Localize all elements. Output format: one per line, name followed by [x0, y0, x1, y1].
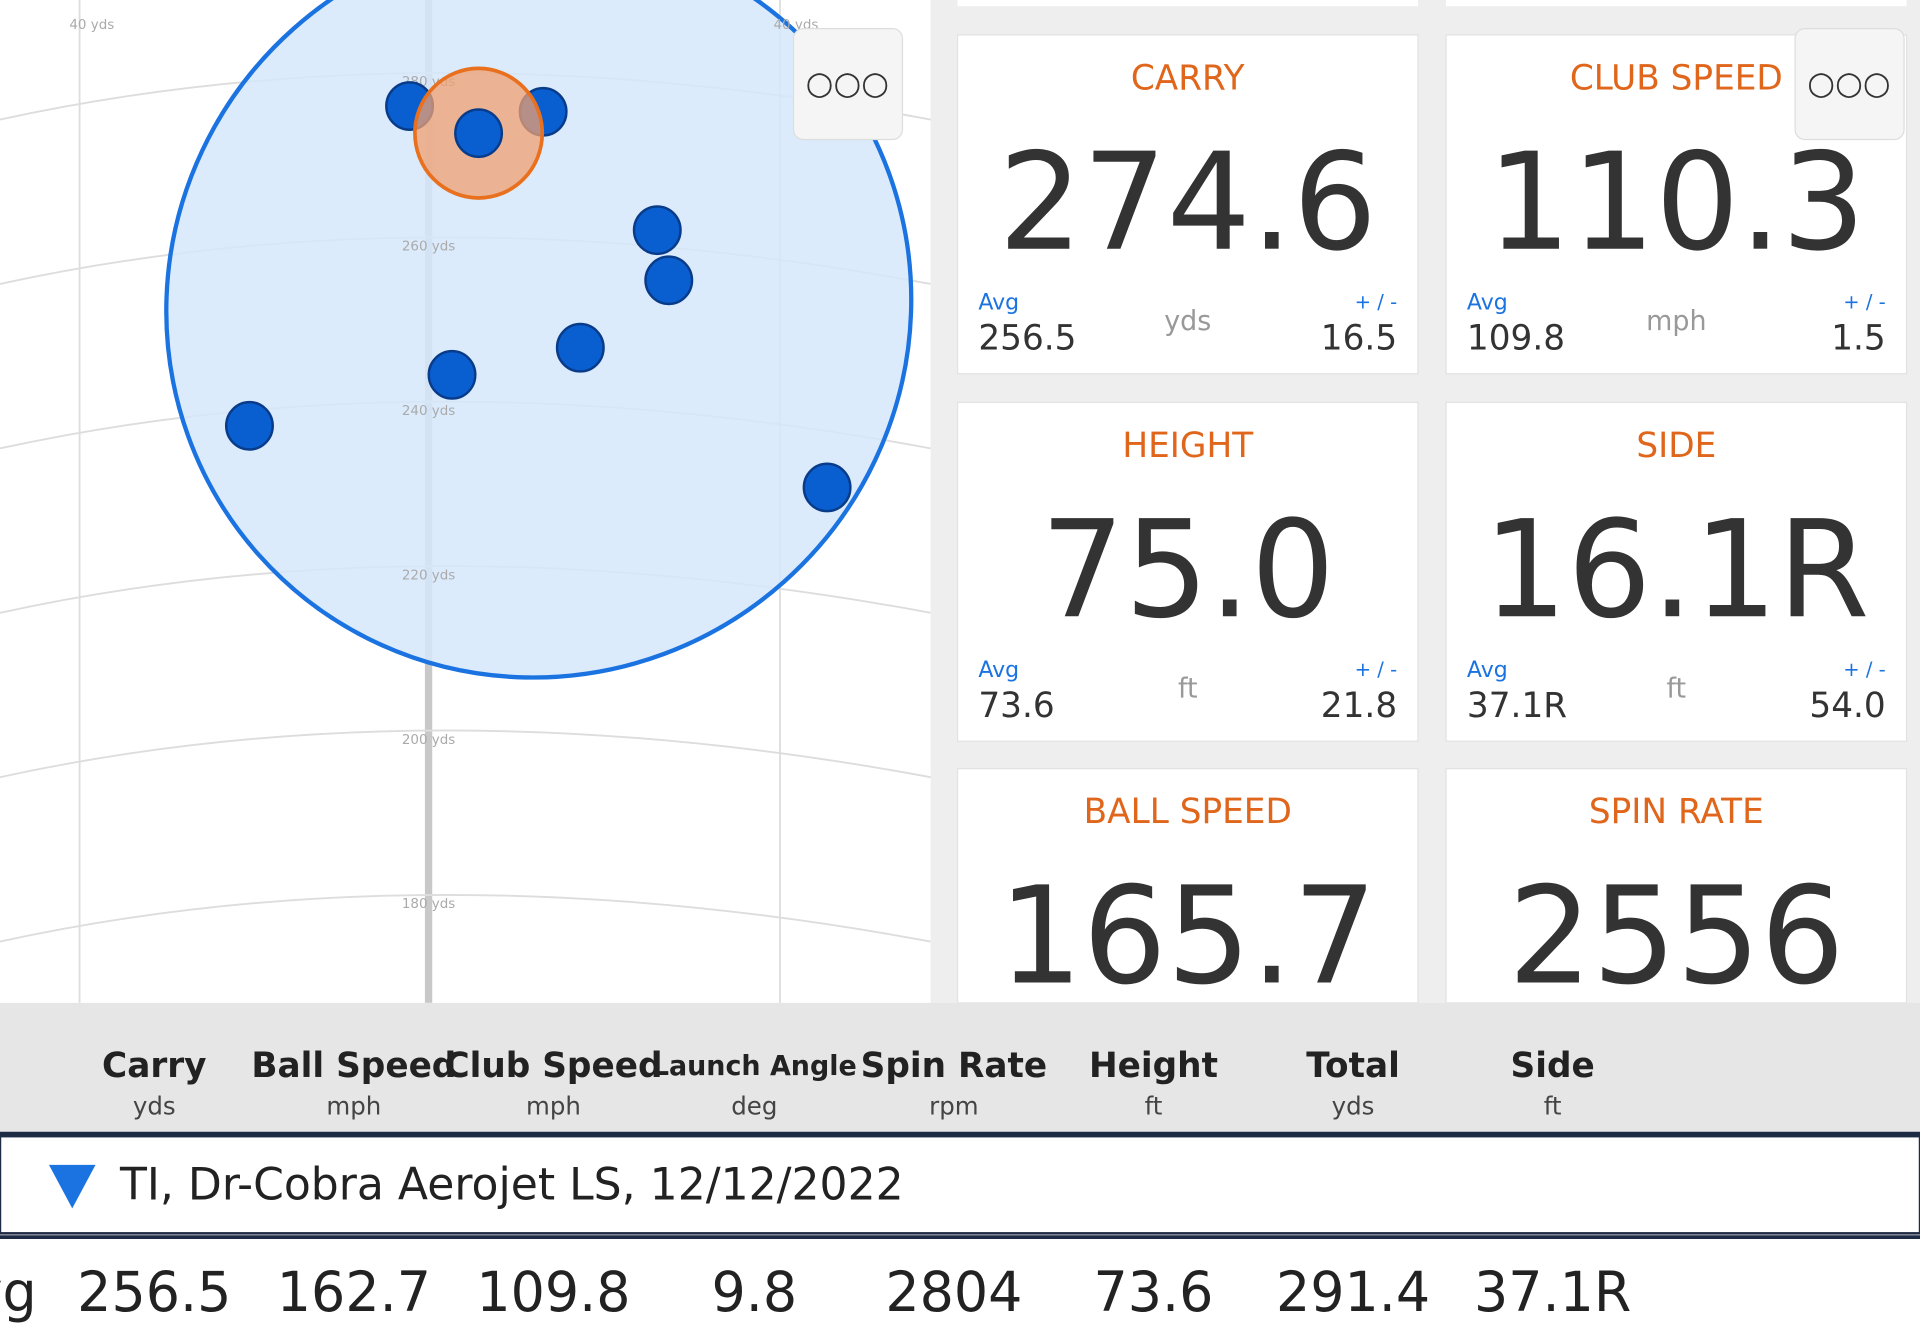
avg-cell: 109.8 — [476, 1260, 630, 1324]
card — [1446, 0, 1907, 7]
card — [1445, 768, 1908, 1004]
card-title: SIDE — [1636, 426, 1716, 466]
card — [956, 34, 1419, 375]
shot-point[interactable] — [454, 108, 504, 159]
column-unit: ft — [1145, 1091, 1163, 1120]
unit: yds — [1164, 306, 1211, 337]
avg-cell: 2804 — [885, 1260, 1022, 1324]
avg-cell: 73.6 — [1094, 1260, 1214, 1324]
unit: mph — [1646, 306, 1706, 337]
card-title: HEIGHT — [1122, 426, 1254, 466]
card-title: BALL SPEED — [1084, 792, 1292, 832]
card — [956, 401, 1419, 742]
card-value: 110.3 — [1487, 125, 1866, 281]
shot-point[interactable] — [632, 205, 682, 256]
pm-value: 1.5 — [1831, 318, 1886, 358]
column-unit: rpm — [929, 1091, 978, 1120]
column-unit: yds — [133, 1091, 176, 1120]
unit: ft — [1178, 674, 1198, 705]
range-label: 220 yds — [402, 567, 456, 583]
shot-point[interactable] — [427, 349, 477, 400]
avg-label: Avg — [1467, 289, 1508, 315]
avg-label: Avg — [0, 1260, 37, 1324]
pm-value: 16.5 — [1321, 318, 1397, 358]
avg-value: 37.1R — [1467, 686, 1567, 726]
pm-value: 21.8 — [1321, 686, 1397, 726]
column-unit: mph — [326, 1091, 381, 1120]
card-title: CARRY — [1131, 58, 1246, 98]
card — [957, 0, 1418, 7]
range-label: 180 yds — [402, 896, 456, 912]
column-name: Total — [1306, 1046, 1400, 1086]
avg-cell: 9.8 — [711, 1260, 797, 1324]
menu-button[interactable] — [792, 28, 904, 141]
shot-point[interactable] — [224, 400, 274, 451]
avg-cell: 256.5 — [77, 1260, 231, 1324]
table-header — [0, 1002, 1920, 1134]
avg-label: Avg — [1467, 657, 1508, 683]
menu-icon[interactable]: ○○○ — [1807, 64, 1890, 102]
avg-cell: 291.4 — [1276, 1260, 1430, 1324]
avg-label: Avg — [978, 289, 1019, 315]
column-unit: deg — [731, 1091, 777, 1120]
dispersion-ellipse — [164, 0, 914, 680]
pm-label: + / - — [1843, 290, 1886, 313]
column-unit: yds — [1332, 1091, 1375, 1120]
side-label: 40 yds — [69, 17, 114, 33]
collapse-icon[interactable] — [48, 1164, 96, 1209]
menu-icon[interactable]: ○○○ — [806, 64, 889, 102]
card-value: 75.0 — [1041, 492, 1335, 648]
column-name: Carry — [102, 1046, 206, 1086]
range-label: 260 yds — [402, 239, 456, 255]
range-label: 240 yds — [402, 403, 456, 419]
shot-point[interactable] — [644, 255, 694, 306]
shot-point[interactable] — [555, 322, 605, 373]
group-row[interactable] — [0, 1134, 1920, 1235]
menu-button[interactable] — [1794, 28, 1905, 141]
card-value: 2556 — [1508, 858, 1845, 1014]
column-name: Launch Angle — [652, 1051, 857, 1082]
column-unit: mph — [526, 1091, 581, 1120]
card-title: SPIN RATE — [1589, 792, 1764, 832]
avg-value: 109.8 — [1467, 318, 1565, 358]
column-unit: ft — [1544, 1091, 1562, 1120]
avg-value: 256.5 — [978, 318, 1076, 358]
range-arc — [0, 729, 931, 779]
avg-value: 73.6 — [978, 686, 1054, 726]
card-value: 16.1R — [1483, 492, 1869, 648]
column-name: Ball Speed — [251, 1046, 456, 1086]
group-label: TI, Dr-Cobra Aerojet LS, 12/12/2022 — [119, 1159, 904, 1210]
range-label: 200 yds — [402, 732, 456, 748]
range-arc — [0, 893, 931, 943]
column-name: Height — [1089, 1046, 1218, 1086]
column-name: Club Speed — [444, 1046, 662, 1086]
column-name: Spin Rate — [861, 1046, 1047, 1086]
card-value: 274.6 — [998, 125, 1377, 281]
unit: ft — [1667, 674, 1687, 705]
card-value: 165.7 — [998, 858, 1377, 1014]
card — [1445, 401, 1908, 742]
card-title: CLUB SPEED — [1570, 58, 1783, 98]
avg-cell: 37.1R — [1474, 1260, 1631, 1324]
pm-label: + / - — [1843, 658, 1886, 681]
shot-point[interactable] — [802, 462, 852, 513]
avg-label: Avg — [978, 657, 1019, 683]
pm-value: 54.0 — [1809, 686, 1885, 726]
avg-cell: 162.7 — [277, 1260, 431, 1324]
pm-label: + / - — [1355, 658, 1398, 681]
column-name: Side — [1511, 1046, 1595, 1086]
card — [956, 768, 1419, 1004]
pm-label: + / - — [1355, 290, 1398, 313]
